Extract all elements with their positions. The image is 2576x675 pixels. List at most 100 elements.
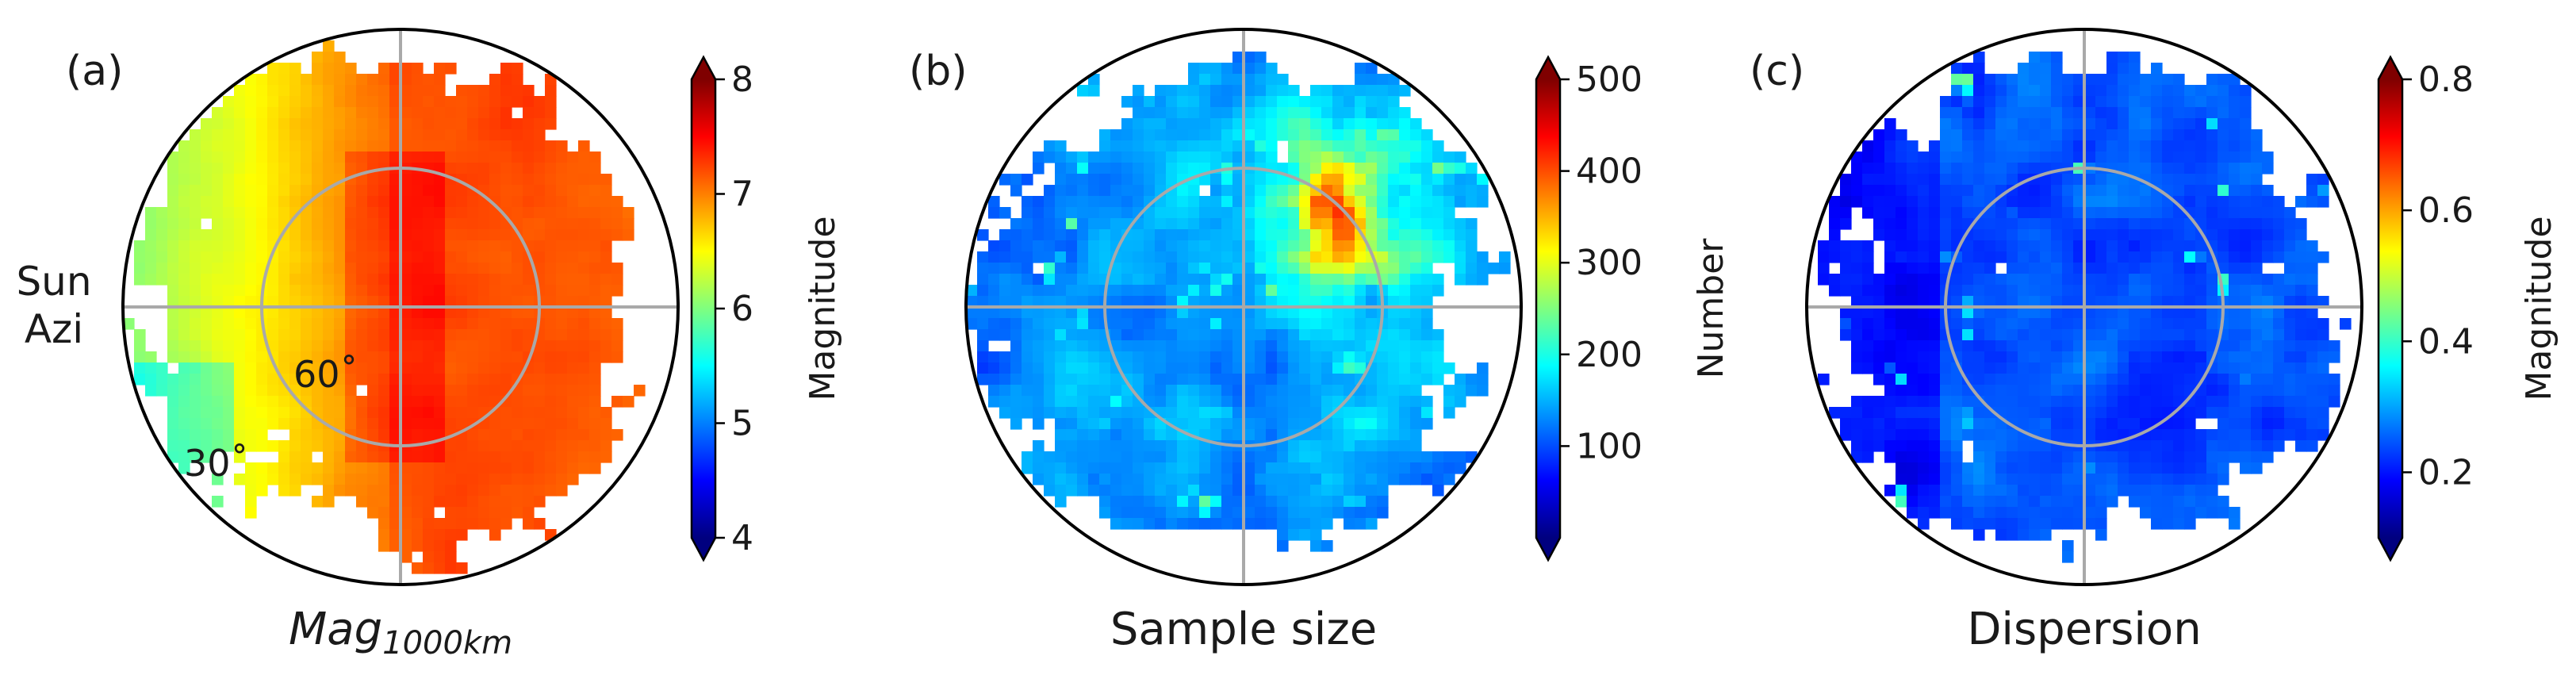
heatmap-cell	[190, 296, 201, 308]
heatmap-cell	[1929, 418, 1941, 430]
heatmap-cell	[1066, 462, 1078, 474]
heatmap-cell	[312, 318, 324, 330]
heatmap-cell	[345, 118, 357, 130]
heatmap-cell	[1277, 118, 1289, 130]
heatmap-cell	[1199, 407, 1211, 419]
heatmap-cell	[2173, 462, 2185, 474]
heatmap-cell	[2118, 285, 2129, 297]
heatmap-cell	[2273, 418, 2285, 430]
heatmap-cell	[1022, 218, 1033, 230]
heatmap-cell	[1166, 107, 1178, 119]
heatmap-cell	[600, 429, 612, 441]
heatmap-cell	[434, 218, 446, 230]
heatmap-cell	[289, 407, 301, 419]
heatmap-cell	[512, 418, 523, 430]
heatmap-cell	[988, 240, 1000, 252]
heatmap-cell	[1321, 374, 1333, 385]
heatmap-cell	[1077, 351, 1089, 363]
heatmap-cell	[2051, 63, 2063, 75]
heatmap-cell	[2317, 251, 2329, 263]
heatmap-cell	[1155, 229, 1167, 241]
heatmap-cell	[1332, 418, 1344, 430]
heatmap-cell	[2151, 285, 2163, 297]
heatmap-cell	[567, 296, 579, 308]
heatmap-cell	[2218, 174, 2229, 186]
heatmap-cell	[2084, 496, 2096, 508]
heatmap-cell	[1188, 374, 1200, 385]
heatmap-cell	[2229, 429, 2241, 441]
heatmap-cell	[2295, 329, 2307, 341]
heatmap-cell	[2106, 218, 2118, 230]
heatmap-cell	[245, 374, 257, 385]
colorbar-c: 0.20.40.60.8	[2377, 55, 2474, 562]
heatmap-cell	[1244, 329, 1255, 341]
heatmap-cell	[278, 451, 290, 463]
heatmap-cell	[2040, 251, 2052, 263]
heatmap-cell	[312, 329, 324, 341]
heatmap-cell	[478, 251, 490, 263]
heatmap-cell	[1177, 163, 1189, 175]
heatmap-cell	[1355, 85, 1367, 97]
heatmap-cell	[2173, 374, 2185, 385]
heatmap-cell	[1918, 274, 1930, 286]
heatmap-cell	[1355, 185, 1367, 197]
heatmap-cell	[1355, 329, 1367, 341]
heatmap-cell	[589, 307, 601, 319]
heatmap-cell	[1929, 240, 1941, 252]
heatmap-cell	[412, 185, 424, 197]
heatmap-cell	[301, 351, 312, 363]
heatmap-cell	[2173, 85, 2185, 97]
heatmap-cell	[1299, 285, 1311, 297]
heatmap-cell	[278, 462, 290, 474]
heatmap-cell	[1010, 318, 1022, 330]
heatmap-cell	[2229, 140, 2241, 152]
heatmap-cell	[1266, 107, 1278, 119]
heatmap-cell	[1929, 496, 1941, 508]
heatmap-cell	[2106, 174, 2118, 186]
heatmap-cell	[2262, 385, 2274, 397]
heatmap-cell	[2273, 396, 2285, 408]
heatmap-cell	[1332, 274, 1344, 286]
heatmap-cell	[145, 263, 157, 274]
heatmap-cell	[1973, 351, 1985, 363]
heatmap-cell	[289, 174, 301, 186]
heatmap-cell	[2140, 151, 2152, 163]
heatmap-cell	[1232, 263, 1244, 274]
ring-60-gridline	[260, 167, 541, 447]
heatmap-cell	[1973, 140, 1985, 152]
heatmap-cell	[201, 274, 213, 286]
heatmap-cell	[1918, 418, 1930, 430]
heatmap-cell	[1199, 85, 1211, 97]
heatmap-cell	[467, 174, 479, 186]
heatmap-cell	[467, 263, 479, 274]
heatmap-cell	[1951, 340, 1963, 352]
heatmap-cell	[323, 107, 335, 119]
heatmap-cell	[1388, 362, 1400, 374]
heatmap-cell	[1099, 451, 1111, 463]
heatmap-cell	[2151, 207, 2163, 219]
heatmap-cell	[523, 185, 535, 197]
heatmap-cell	[523, 485, 535, 497]
heatmap-cell	[2195, 440, 2207, 452]
heatmap-cell	[201, 140, 213, 152]
heatmap-cell	[2051, 96, 2063, 108]
heatmap-cell	[1973, 63, 1985, 75]
heatmap-cell	[223, 163, 235, 175]
heatmap-cell	[1055, 451, 1067, 463]
heatmap-cell	[401, 263, 412, 274]
heatmap-cell	[2251, 185, 2263, 197]
heatmap-cell	[1940, 163, 1952, 175]
heatmap-cell	[234, 118, 246, 130]
heatmap-cell	[2240, 385, 2252, 397]
heatmap-cell	[1133, 407, 1144, 419]
heatmap-cell	[1166, 451, 1178, 463]
heatmap-cell	[445, 507, 457, 519]
heatmap-cell	[1995, 485, 2007, 497]
heatmap-cell	[2129, 329, 2141, 341]
heatmap-cell	[445, 307, 457, 319]
heatmap-cell	[977, 274, 989, 286]
heatmap-cell	[467, 107, 479, 119]
heatmap-cell	[500, 107, 512, 119]
heatmap-cell	[1984, 362, 1996, 374]
heatmap-cell	[1918, 296, 1930, 308]
